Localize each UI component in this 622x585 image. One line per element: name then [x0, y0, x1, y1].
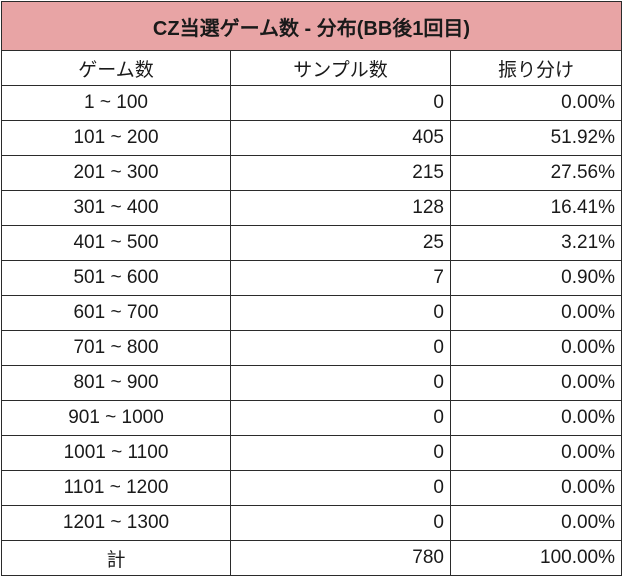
- cell-distribution: 16.41%: [449, 190, 622, 226]
- cell-distribution: 0.00%: [449, 85, 622, 121]
- cell-game-range: 401 ~ 500: [1, 225, 231, 261]
- cell-sample-count: 0: [230, 435, 451, 471]
- cell-distribution: 0.00%: [449, 295, 622, 331]
- header-samples: サンプル数: [230, 50, 451, 86]
- table-row: 1001 ~ 1100 0 0.00%: [1, 435, 622, 471]
- header-distribution: 振り分け: [449, 50, 622, 86]
- cell-sample-count: 25: [230, 225, 451, 261]
- total-distribution: 100.00%: [449, 540, 622, 576]
- table-row: 601 ~ 700 0 0.00%: [1, 295, 622, 331]
- table-row: 301 ~ 400 128 16.41%: [1, 190, 622, 226]
- cell-game-range: 901 ~ 1000: [1, 400, 231, 436]
- cell-sample-count: 0: [230, 330, 451, 366]
- cell-game-range: 1201 ~ 1300: [1, 505, 231, 541]
- cell-distribution: 0.00%: [449, 435, 622, 471]
- table-title: CZ当選ゲーム数 - 分布(BB後1回目): [0, 1, 622, 51]
- cell-game-range: 301 ~ 400: [1, 190, 231, 226]
- cell-distribution: 0.00%: [449, 330, 622, 366]
- cell-game-range: 801 ~ 900: [1, 365, 231, 401]
- table-row: 201 ~ 300 215 27.56%: [1, 155, 622, 191]
- cell-distribution: 0.00%: [449, 505, 622, 541]
- cell-distribution: 27.56%: [449, 155, 622, 191]
- total-label: 計: [1, 540, 231, 576]
- cell-sample-count: 7: [230, 260, 451, 296]
- cell-sample-count: 0: [230, 470, 451, 506]
- cell-game-range: 1 ~ 100: [1, 85, 231, 121]
- cell-distribution: 0.00%: [449, 400, 622, 436]
- cell-sample-count: 128: [230, 190, 451, 226]
- cell-game-range: 101 ~ 200: [1, 120, 231, 156]
- table-row: 901 ~ 1000 0 0.00%: [1, 400, 622, 436]
- cell-sample-count: 215: [230, 155, 451, 191]
- cell-sample-count: 0: [230, 85, 451, 121]
- cell-game-range: 1101 ~ 1200: [1, 470, 231, 506]
- table-row: 401 ~ 500 25 3.21%: [1, 225, 622, 261]
- cell-distribution: 0.90%: [449, 260, 622, 296]
- cell-game-range: 501 ~ 600: [1, 260, 231, 296]
- cell-sample-count: 405: [230, 120, 451, 156]
- cell-game-range: 701 ~ 800: [1, 330, 231, 366]
- table-row: 101 ~ 200 405 51.92%: [1, 120, 622, 156]
- cell-sample-count: 0: [230, 365, 451, 401]
- total-samples: 780: [230, 540, 451, 576]
- cell-sample-count: 0: [230, 400, 451, 436]
- cell-distribution: 3.21%: [449, 225, 622, 261]
- table-row: 1 ~ 100 0 0.00%: [1, 85, 622, 121]
- table-row: 1201 ~ 1300 0 0.00%: [1, 505, 622, 541]
- header-games: ゲーム数: [1, 50, 231, 86]
- cell-game-range: 601 ~ 700: [1, 295, 231, 331]
- header-row: ゲーム数 サンプル数 振り分け: [1, 50, 622, 86]
- table-body: 1 ~ 100 0 0.00% 101 ~ 200 405 51.92% 201 ~ 300…: [1, 85, 622, 541]
- table-row: 1101 ~ 1200 0 0.00%: [1, 470, 622, 506]
- table-row: 701 ~ 800 0 0.00%: [1, 330, 622, 366]
- cell-game-range: 201 ~ 300: [1, 155, 231, 191]
- cell-sample-count: 0: [230, 505, 451, 541]
- cell-distribution: 0.00%: [449, 470, 622, 506]
- cell-distribution: 51.92%: [449, 120, 622, 156]
- total-row: 計 780 100.00%: [1, 540, 622, 576]
- table-row: 501 ~ 600 7 0.90%: [1, 260, 622, 296]
- cell-game-range: 1001 ~ 1100: [1, 435, 231, 471]
- cell-distribution: 0.00%: [449, 365, 622, 401]
- table-row: 801 ~ 900 0 0.00%: [1, 365, 622, 401]
- title-row: CZ当選ゲーム数 - 分布(BB後1回目): [0, 1, 622, 51]
- cell-sample-count: 0: [230, 295, 451, 331]
